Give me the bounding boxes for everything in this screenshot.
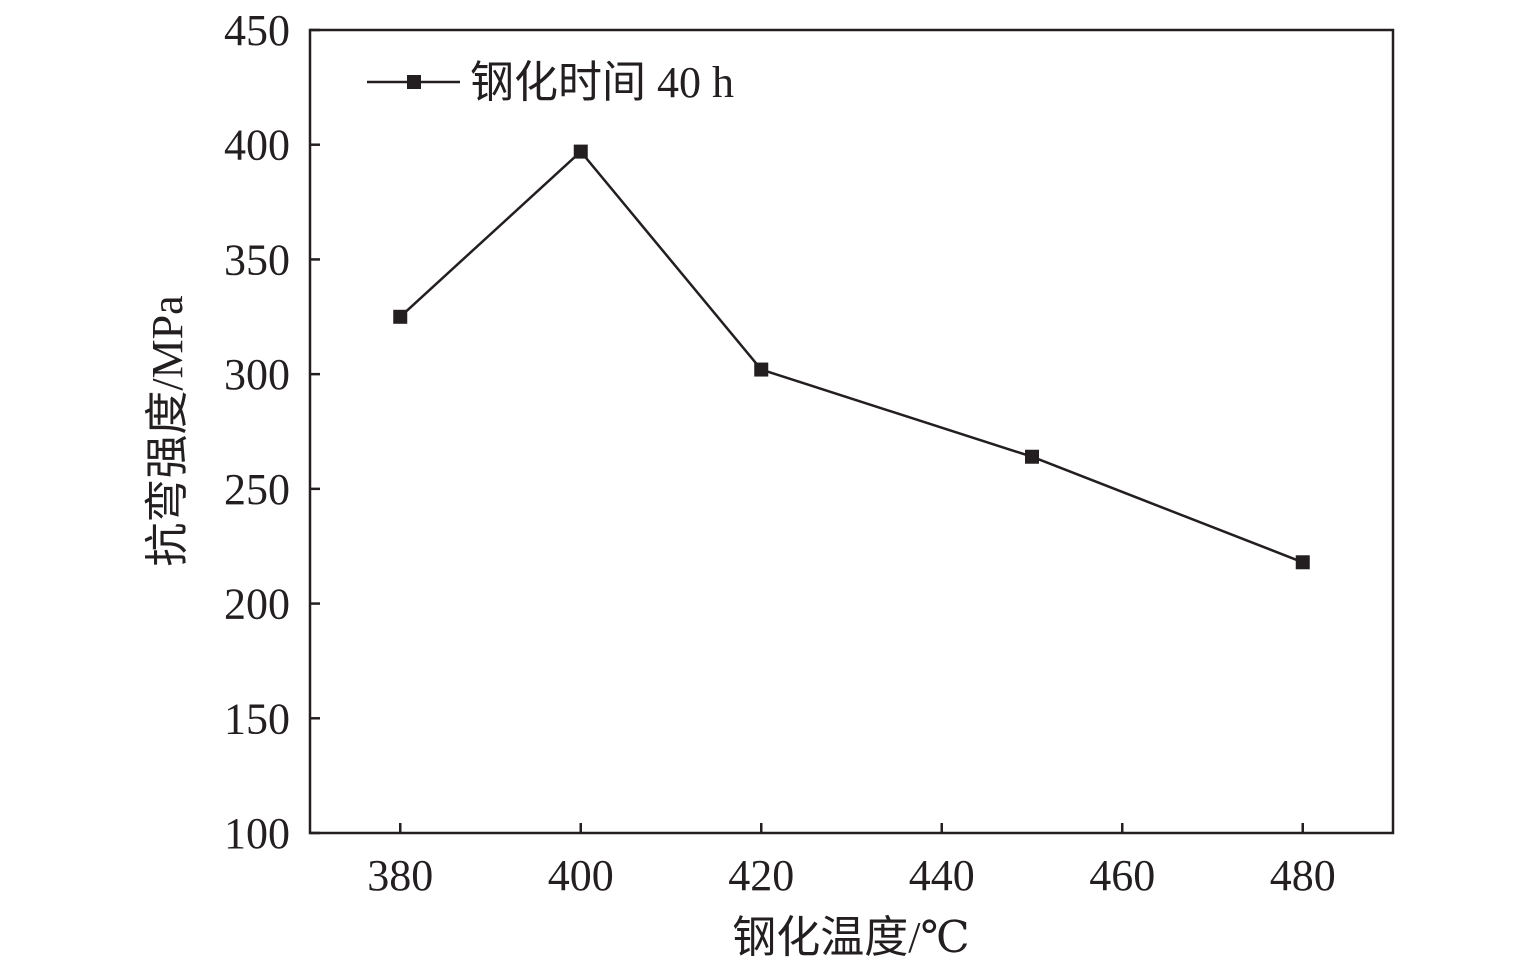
legend-marker — [407, 75, 421, 89]
data-point — [1295, 555, 1310, 570]
x-tick-label: 380 — [367, 851, 433, 900]
y-tick-label: 100 — [224, 809, 290, 858]
y-tick-label: 450 — [224, 6, 290, 55]
y-tick-label: 400 — [224, 121, 290, 170]
data-point — [573, 144, 588, 159]
x-axis: 380 400 420 440 460 480 — [367, 823, 1336, 900]
legend-label: 钢化时间 40 h — [470, 58, 734, 107]
y-tick-label: 150 — [224, 694, 290, 743]
series-layer — [393, 144, 1310, 570]
y-axis-title: 抗弯强度/MPa — [143, 295, 192, 566]
x-tick-label: 460 — [1089, 851, 1155, 900]
x-tick-label: 480 — [1270, 851, 1336, 900]
x-tick-label: 420 — [728, 851, 794, 900]
y-tick-label: 200 — [224, 580, 290, 629]
y-tick-label: 250 — [224, 465, 290, 514]
y-tick-label: 350 — [224, 235, 290, 284]
plot-frame — [308, 28, 1395, 835]
x-tick-label: 400 — [548, 851, 614, 900]
series-line — [399, 149, 1304, 564]
data-point — [1025, 449, 1039, 464]
data-point — [754, 362, 769, 377]
x-tick-label: 440 — [909, 851, 975, 900]
y-axis: 100 150 200 250 300 350 400 450 — [224, 6, 320, 858]
data-point — [393, 309, 408, 324]
y-tick-label: 300 — [224, 350, 290, 399]
x-axis-title: 钢化温度/℃ — [732, 913, 969, 962]
legend: 钢化时间 40 h — [367, 58, 734, 107]
